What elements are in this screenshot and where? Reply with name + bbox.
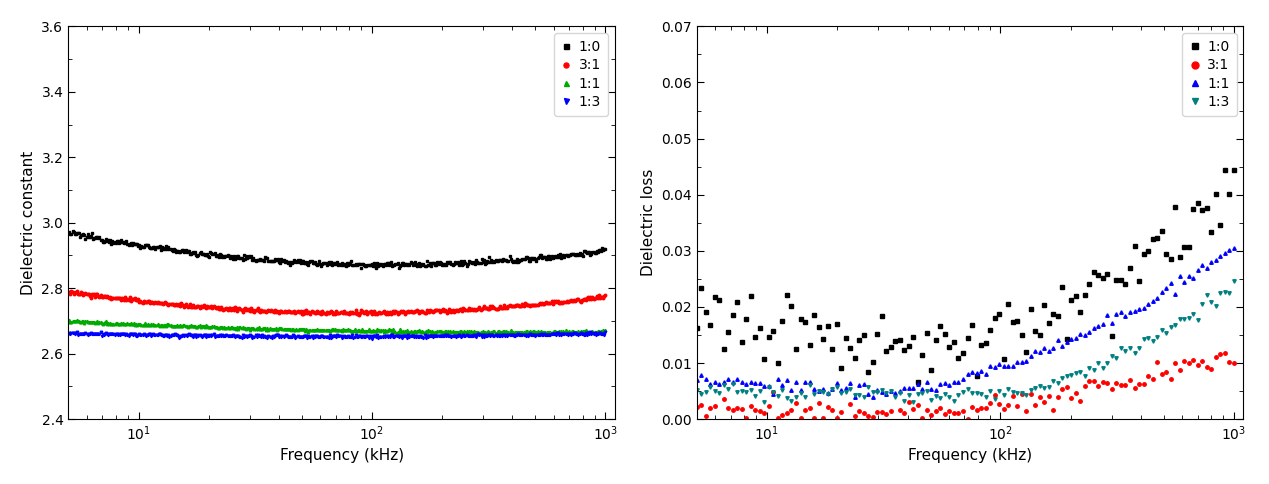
1:1 [382, 326, 397, 332]
Line: 1:3: 1:3 [67, 331, 607, 340]
1:1 [689, 378, 704, 383]
1:0 [588, 250, 603, 256]
3:1 [802, 405, 817, 411]
1:1 [70, 317, 85, 323]
1:0 [353, 261, 368, 267]
3:1 [70, 288, 85, 294]
1:0 [382, 260, 397, 266]
Line: 1:1: 1:1 [695, 246, 1236, 399]
Line: 1:0: 1:0 [695, 168, 1236, 384]
1:0 [689, 325, 704, 331]
1:1 [317, 327, 332, 333]
3:1 [834, 409, 849, 415]
1:1 [593, 330, 608, 336]
1:1 [865, 394, 881, 400]
1:3 [991, 389, 1006, 394]
3:1 [61, 289, 76, 295]
1:0 [1213, 222, 1228, 228]
Line: 3:1: 3:1 [695, 351, 1236, 425]
X-axis label: Frequency (kHz): Frequency (kHz) [279, 448, 404, 463]
1:0 [317, 260, 332, 266]
1:0 [1118, 281, 1133, 287]
1:0 [65, 228, 80, 234]
1:1 [61, 318, 76, 324]
3:1 [317, 310, 332, 316]
1:0 [991, 312, 1006, 318]
1:3 [316, 334, 331, 340]
1:0 [834, 365, 849, 371]
1:1 [1063, 336, 1079, 342]
1:3 [352, 333, 367, 339]
1:0 [1063, 297, 1079, 302]
1:1 [1118, 313, 1133, 319]
1:3 [598, 329, 613, 335]
1:0 [598, 246, 613, 252]
1:1 [834, 387, 849, 393]
1:1 [503, 329, 518, 335]
1:1 [353, 328, 368, 334]
1:1 [586, 330, 602, 335]
1:0 [1226, 167, 1241, 173]
1:3 [503, 333, 518, 338]
1:3 [906, 399, 921, 405]
1:3 [1213, 290, 1228, 296]
Legend: 1:0, 3:1, 1:1, 1:3: 1:0, 3:1, 1:1, 1:3 [1183, 33, 1236, 116]
Line: 3:1: 3:1 [67, 290, 607, 316]
1:3 [1118, 348, 1133, 354]
1:3 [1063, 372, 1079, 378]
3:1 [352, 312, 367, 318]
3:1 [1063, 395, 1079, 401]
3:1 [689, 404, 704, 410]
3:1 [598, 292, 613, 298]
1:0 [61, 230, 76, 236]
3:1 [382, 309, 397, 315]
1:3 [364, 335, 379, 341]
3:1 [1118, 382, 1133, 388]
1:0 [503, 256, 518, 262]
1:1 [1226, 245, 1241, 251]
3:1 [353, 307, 368, 313]
X-axis label: Frequency (kHz): Frequency (kHz) [909, 448, 1032, 463]
3:1 [1226, 361, 1241, 366]
Line: 1:1: 1:1 [67, 319, 607, 334]
3:1 [588, 295, 603, 301]
3:1 [838, 420, 853, 426]
3:1 [991, 401, 1006, 407]
1:1 [320, 327, 335, 333]
1:3 [61, 331, 76, 336]
1:0 [368, 265, 383, 271]
3:1 [320, 311, 335, 317]
1:3 [834, 390, 849, 396]
1:1 [598, 328, 613, 333]
1:0 [910, 379, 925, 385]
1:3 [319, 334, 334, 340]
Y-axis label: Dielectric constant: Dielectric constant [20, 151, 36, 295]
1:0 [802, 343, 817, 348]
1:0 [320, 260, 335, 266]
3:1 [503, 302, 518, 308]
3:1 [1213, 351, 1228, 357]
1:1 [1213, 253, 1228, 259]
1:3 [802, 382, 817, 388]
1:3 [586, 332, 602, 337]
1:0 [1217, 166, 1232, 172]
1:1 [802, 379, 817, 385]
Line: 1:3: 1:3 [695, 279, 1236, 404]
Line: 1:0: 1:0 [67, 229, 607, 269]
1:1 [991, 362, 1006, 367]
1:3 [382, 333, 397, 339]
1:3 [1226, 278, 1241, 284]
Legend: 1:0, 3:1, 1:1, 1:3: 1:0, 3:1, 1:1, 1:3 [553, 33, 608, 116]
3:1 [1217, 350, 1232, 356]
Y-axis label: Dielectric loss: Dielectric loss [641, 169, 656, 276]
1:3 [689, 387, 704, 393]
